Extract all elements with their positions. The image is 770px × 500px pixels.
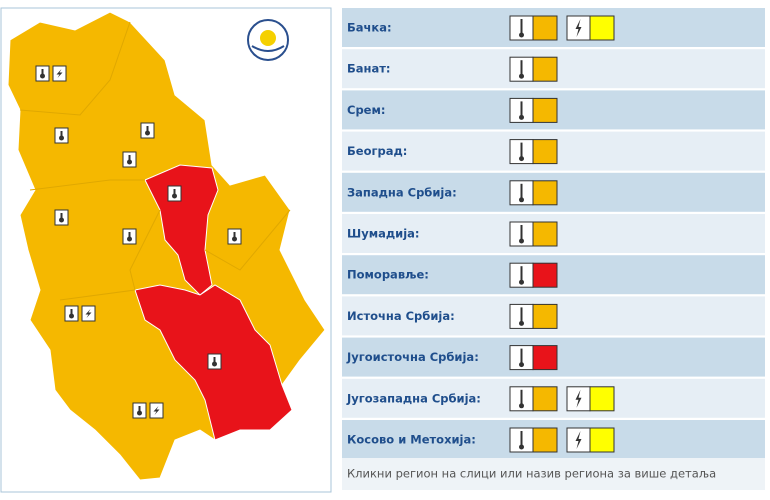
region-name[interactable]: Југозападна Србија: — [346, 391, 481, 405]
warning-level — [532, 56, 558, 82]
warning-level — [589, 427, 615, 453]
region-name[interactable]: Бачка: — [347, 21, 392, 35]
thermometer-bulb — [519, 32, 524, 38]
warning-level — [532, 139, 558, 165]
thermometer-bulb — [59, 135, 64, 141]
region-border — [19, 21, 291, 301]
region-name[interactable]: Срем: — [347, 103, 385, 117]
thermometer-bulb — [40, 73, 45, 79]
warning-level — [589, 15, 615, 41]
thermometer-bulb — [519, 403, 524, 409]
lightning — [85, 309, 92, 318]
region-name[interactable]: Београд: — [347, 144, 407, 158]
warning-level — [532, 386, 558, 412]
lightning — [575, 431, 582, 449]
warning-level — [532, 303, 558, 329]
thermometer-bulb — [519, 362, 524, 368]
thermometer-bulb — [212, 361, 217, 367]
region-name[interactable]: Шумадија: — [347, 227, 420, 241]
thermometer-bulb — [59, 217, 64, 223]
footer-row — [342, 458, 765, 490]
warning-level — [589, 386, 615, 412]
thermometer-bulb — [519, 114, 524, 120]
warning-level — [532, 345, 558, 371]
thermometer-bulb — [519, 279, 524, 285]
thermometer-bulb — [127, 159, 132, 165]
warning-level — [532, 221, 558, 247]
lightning — [575, 19, 582, 37]
thermometer-bulb — [519, 320, 524, 326]
lightning — [153, 406, 160, 415]
thermometer-bulb — [69, 313, 74, 319]
lightning — [575, 389, 582, 408]
lightning — [56, 69, 63, 78]
thermometer-bulb — [145, 130, 150, 136]
warning-level — [532, 427, 558, 453]
thermometer-bulb — [519, 197, 524, 203]
warning-level — [532, 97, 558, 123]
region-name[interactable]: Поморавље: — [347, 268, 429, 282]
warning-level — [532, 15, 558, 41]
region-name[interactable]: Источна Србија: — [347, 309, 455, 323]
region-pomoravlje[interactable] — [144, 164, 219, 296]
thermometer-bulb — [519, 156, 524, 162]
thermometer-bulb — [519, 73, 524, 79]
thermometer-bulb — [137, 410, 142, 416]
thermometer-bulb — [232, 236, 237, 242]
thermometer-bulb — [172, 193, 177, 199]
thermometer-bulb — [519, 444, 524, 450]
region-name[interactable]: Југоисточна Србија: — [346, 350, 479, 364]
warning-level — [532, 180, 558, 206]
logo — [247, 19, 289, 61]
warning-level — [532, 262, 558, 288]
footer-text: Кликни регион на слици или назив региона… — [347, 467, 716, 481]
region-name[interactable]: Косово и Метохија: — [347, 433, 476, 447]
thermometer-bulb — [519, 238, 524, 244]
region-name[interactable]: Западна Србија: — [347, 185, 457, 199]
thermometer-bulb — [127, 236, 132, 242]
region-name[interactable]: Банат: — [347, 62, 391, 76]
